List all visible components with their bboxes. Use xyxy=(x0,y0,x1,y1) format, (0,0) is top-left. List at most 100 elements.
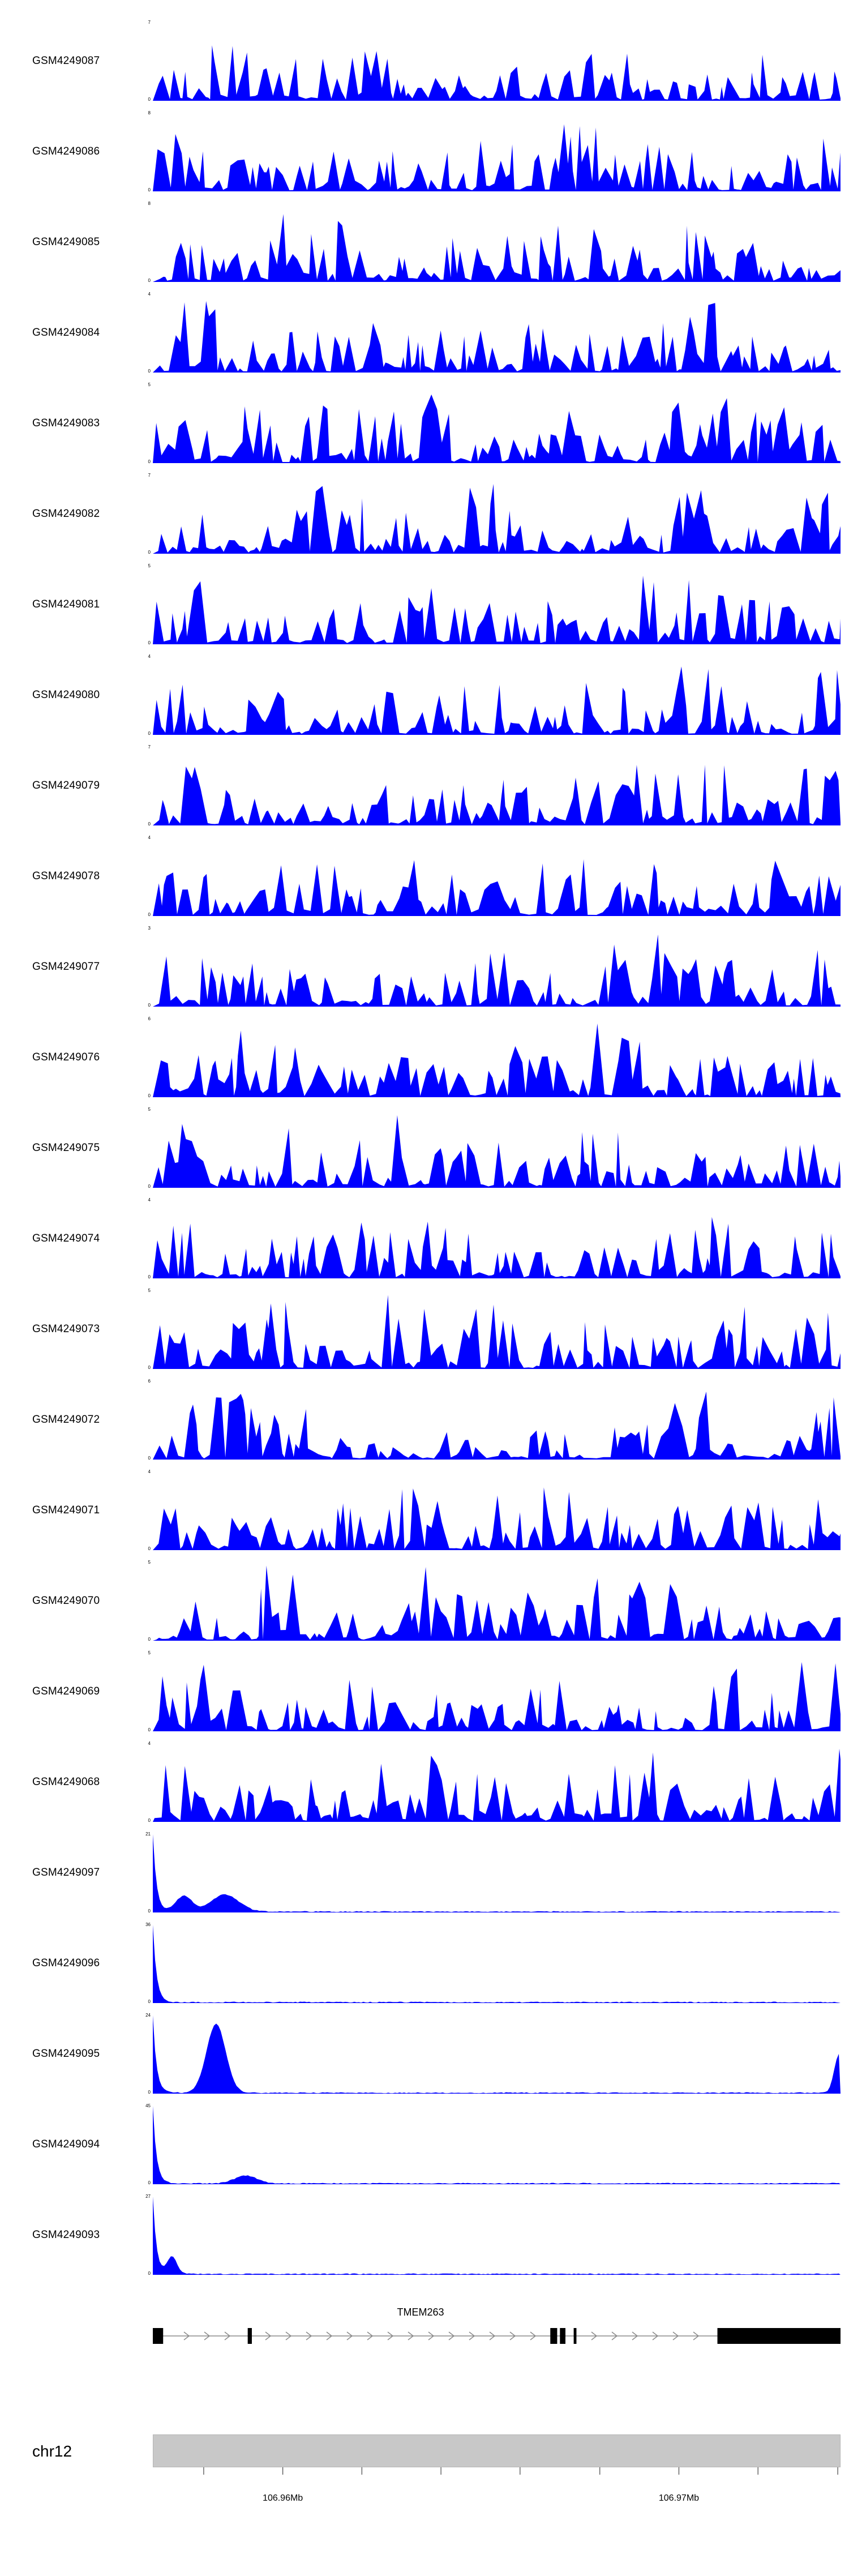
track-axis-min: 0 xyxy=(148,1003,151,1008)
coverage-area xyxy=(153,1115,841,1188)
track-row: GSM4249077 3 0 xyxy=(0,922,849,1012)
track-axis-max: 4 xyxy=(148,292,151,297)
track-row: GSM4249087 7 0 xyxy=(0,16,849,106)
axis-coordinate-label: 106.97Mb xyxy=(658,2493,700,2503)
track-row: GSM4249081 5 0 xyxy=(0,559,849,650)
track-row: GSM4249086 8 0 xyxy=(0,106,849,197)
track-axis-min: 0 xyxy=(148,1637,151,1642)
coverage-plot: 4 0 xyxy=(148,836,841,917)
track-row: GSM4249093 27 0 xyxy=(0,2190,849,2280)
gene-model-drawing xyxy=(153,2328,841,2344)
coverage-area xyxy=(153,45,841,101)
coverage-area xyxy=(153,666,841,735)
track-axis-min: 0 xyxy=(148,912,151,917)
track-axis-min: 0 xyxy=(148,821,151,827)
track-label: GSM4249073 xyxy=(32,1323,100,1335)
coverage-area xyxy=(153,1023,841,1097)
track-axis-min: 0 xyxy=(148,459,151,464)
track-row: GSM4249074 4 0 xyxy=(0,1193,849,1284)
track-row: GSM4249084 4 0 xyxy=(0,288,849,378)
track-label: GSM4249080 xyxy=(32,689,100,701)
coverage-plot: 7 0 xyxy=(148,20,841,102)
coverage-area xyxy=(153,483,841,554)
coverage-area xyxy=(153,1217,841,1278)
coverage-area xyxy=(153,1487,841,1550)
axis-coordinate-label: 106.96Mb xyxy=(263,2493,303,2503)
coverage-plot: 6 0 xyxy=(148,1379,841,1461)
coverage-area xyxy=(153,2106,841,2184)
coverage-plot: 27 0 xyxy=(145,2194,841,2276)
track-row: GSM4249068 4 0 xyxy=(0,1737,849,1828)
track-label: GSM4249086 xyxy=(32,146,100,157)
track-axis-min: 0 xyxy=(148,369,151,374)
track-axis-max: 8 xyxy=(148,201,151,206)
gene-annotation-track: TMEM263 xyxy=(0,2307,849,2363)
coverage-area xyxy=(153,1925,841,2003)
track-axis-max: 36 xyxy=(145,1922,151,1927)
track-axis-max: 5 xyxy=(148,1288,151,1293)
track-axis-max: 7 xyxy=(148,20,151,25)
gene-name-label: TMEM263 xyxy=(397,2307,444,2318)
track-row: GSM4249070 5 0 xyxy=(0,1556,849,1646)
track-axis-min: 0 xyxy=(148,1184,151,1189)
coverage-area xyxy=(153,2016,841,2094)
track-label: GSM4249078 xyxy=(32,870,100,882)
track-label: GSM4249071 xyxy=(32,1504,100,1516)
track-row: GSM4249075 5 0 xyxy=(0,1103,849,1193)
coverage-area xyxy=(153,1565,841,1641)
track-label: GSM4249082 xyxy=(32,508,100,520)
coverage-plot: 5 0 xyxy=(148,1107,841,1189)
track-row: GSM4249073 5 0 xyxy=(0,1284,849,1375)
coverage-plot: 4 0 xyxy=(148,1741,841,1823)
track-axis-min: 0 xyxy=(148,2180,151,2185)
track-axis-min: 0 xyxy=(148,2090,151,2095)
coverage-area xyxy=(153,575,841,644)
coverage-plot: 8 0 xyxy=(148,202,841,283)
track-row: GSM4249069 5 0 xyxy=(0,1646,849,1737)
coverage-plot: 36 0 xyxy=(145,1923,841,2004)
track-axis-min: 0 xyxy=(148,1909,151,1914)
coverage-area xyxy=(153,1392,841,1460)
track-axis-max: 24 xyxy=(145,2013,151,2018)
track-label: GSM4249085 xyxy=(32,236,100,248)
coverage-plot: 45 0 xyxy=(145,2104,841,2185)
track-row: GSM4249083 5 0 xyxy=(0,378,849,469)
track-axis-min: 0 xyxy=(148,1365,151,1370)
track-axis-min: 0 xyxy=(148,731,151,736)
track-label: GSM4249070 xyxy=(32,1595,100,1607)
track-axis-min: 0 xyxy=(148,1818,151,1823)
track-axis-max: 6 xyxy=(148,1016,151,1021)
track-axis-max: 3 xyxy=(148,926,151,931)
coverage-plot: 4 0 xyxy=(148,1470,841,1551)
track-axis-min: 0 xyxy=(148,1456,151,1461)
axis-tick-marks xyxy=(203,2467,838,2475)
coverage-plot: 6 0 xyxy=(148,1017,841,1098)
coverage-area xyxy=(153,1295,841,1369)
track-row: GSM4249080 4 0 xyxy=(0,650,849,741)
track-label: GSM4249095 xyxy=(32,2048,100,2060)
track-axis-max: 4 xyxy=(148,1469,151,1474)
track-label: GSM4249075 xyxy=(32,1142,100,1154)
coverage-area xyxy=(153,301,841,373)
track-axis-max: 5 xyxy=(148,382,151,387)
coverage-plot: 5 0 xyxy=(148,1560,841,1642)
track-label: GSM4249083 xyxy=(32,417,100,429)
track-axis-max: 5 xyxy=(148,1107,151,1112)
track-axis-max: 27 xyxy=(145,2194,151,2199)
track-label: GSM4249077 xyxy=(32,961,100,973)
track-label: GSM4249068 xyxy=(32,1776,100,1788)
chromosome-label: chr12 xyxy=(32,2442,72,2460)
track-axis-max: 5 xyxy=(148,563,151,568)
chromosome-ideogram-bar xyxy=(153,2434,841,2467)
coverage-plot: 8 0 xyxy=(148,111,841,192)
track-axis-max: 4 xyxy=(148,1741,151,1746)
track-axis-max: 21 xyxy=(145,1832,151,1837)
coverage-plot: 5 0 xyxy=(148,564,841,645)
track-label: GSM4249094 xyxy=(32,2138,100,2150)
track-axis-max: 4 xyxy=(148,1197,151,1203)
track-axis-max: 7 xyxy=(148,744,151,750)
track-axis-max: 7 xyxy=(148,473,151,478)
coverage-plot: 4 0 xyxy=(148,1198,841,1280)
track-axis-min: 0 xyxy=(148,1727,151,1732)
